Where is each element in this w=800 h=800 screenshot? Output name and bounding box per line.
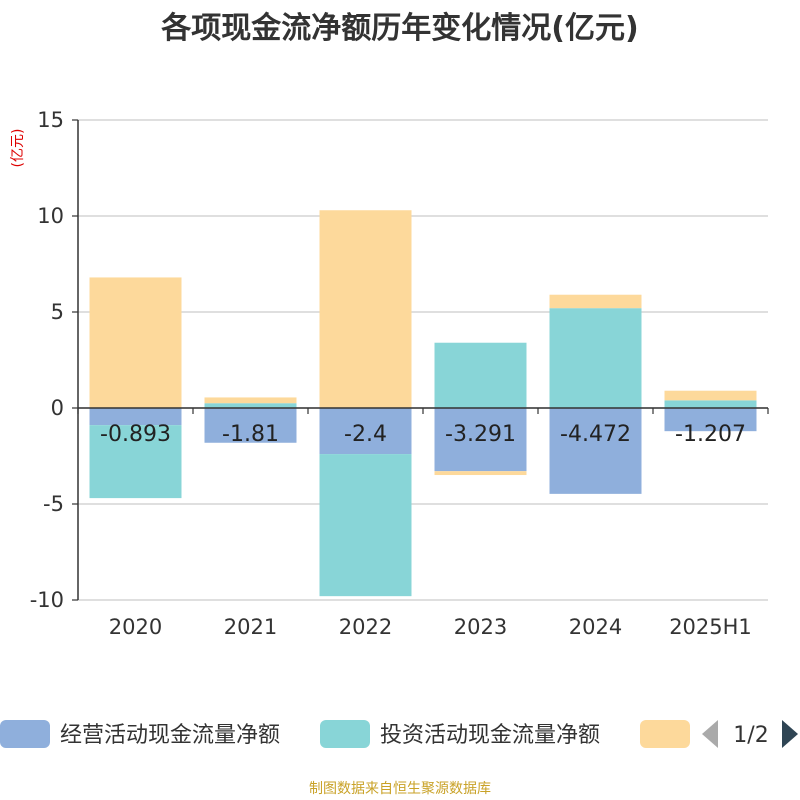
x-tick-label: 2023 [454, 615, 507, 639]
y-tick-label: 0 [51, 396, 64, 420]
data-label: -4.472 [560, 422, 631, 447]
bar-segment [89, 408, 182, 426]
legend-prev-page-icon[interactable] [702, 720, 718, 748]
y-tick-label: 10 [37, 204, 64, 228]
chart-title: 各项现金流净额历年变化情况(亿元) [160, 11, 638, 46]
bar-segment [204, 397, 297, 404]
bar-segment [664, 400, 757, 408]
y-tick-label: -10 [30, 588, 64, 612]
legend-swatch[interactable] [320, 720, 370, 748]
data-labels: -0.893 -1.81 -2.4 -3.291 -4.472 -1.207 [100, 422, 746, 447]
bar-segment [549, 308, 642, 408]
y-tick-label: 5 [51, 300, 64, 324]
legend-swatch[interactable] [0, 720, 50, 748]
bars [89, 210, 757, 597]
bar-segment [434, 342, 527, 408]
data-source-footer: 制图数据来自恒生聚源数据库 [309, 781, 491, 797]
y-tick-label: 15 [37, 108, 64, 132]
bar-segment [549, 294, 642, 309]
axes: -10 -5 0 5 10 15 2020 2021 2022 2023 2024 2025H1 [30, 108, 769, 639]
legend-page-indicator: 1/2 [733, 723, 768, 748]
legend-label[interactable]: 经营活动现金流量净额 [60, 723, 280, 748]
bar-segment [89, 425, 182, 499]
bar-segment [549, 408, 642, 494]
bar-segment [319, 454, 412, 597]
data-label: -1.207 [675, 422, 746, 447]
legend-next-page-icon[interactable] [782, 720, 798, 748]
legend-label[interactable]: 投资活动现金流量净额 [380, 723, 600, 748]
bar-segment [204, 408, 297, 443]
x-tick-label: 2020 [109, 615, 162, 639]
data-label: -1.81 [222, 422, 279, 447]
x-tick-label: 2024 [569, 615, 622, 639]
y-axis-unit-label: (亿元) [10, 129, 26, 168]
y-tick-label: -5 [43, 492, 64, 516]
x-tick-label: 2025H1 [669, 615, 752, 639]
bar-segment [664, 408, 757, 432]
data-label: -3.291 [445, 422, 516, 447]
data-label: -2.4 [344, 422, 387, 447]
bar-segment [664, 390, 757, 401]
bar-segment [204, 403, 297, 408]
legend[interactable]: 经营活动现金流量净额 投资活动现金流量净额 1/2 [0, 720, 798, 748]
bar-segment [434, 471, 527, 476]
bar-segment [319, 210, 412, 408]
bar-segment [319, 408, 412, 455]
bar-segment [434, 408, 527, 472]
x-tick-label: 2021 [224, 615, 277, 639]
bar-segment [89, 277, 182, 408]
legend-swatch[interactable] [640, 720, 690, 748]
x-tick-label: 2022 [339, 615, 392, 639]
data-label: -0.893 [100, 422, 171, 447]
